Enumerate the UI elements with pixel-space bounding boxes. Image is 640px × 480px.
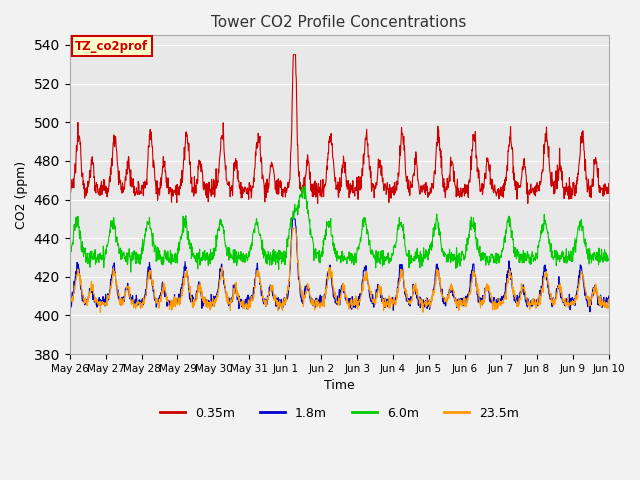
Y-axis label: CO2 (ppm): CO2 (ppm) bbox=[15, 161, 28, 229]
Text: TZ_co2prof: TZ_co2prof bbox=[75, 40, 148, 53]
X-axis label: Time: Time bbox=[324, 379, 355, 392]
Legend: 0.35m, 1.8m, 6.0m, 23.5m: 0.35m, 1.8m, 6.0m, 23.5m bbox=[155, 402, 524, 425]
Title: Tower CO2 Profile Concentrations: Tower CO2 Profile Concentrations bbox=[211, 15, 467, 30]
